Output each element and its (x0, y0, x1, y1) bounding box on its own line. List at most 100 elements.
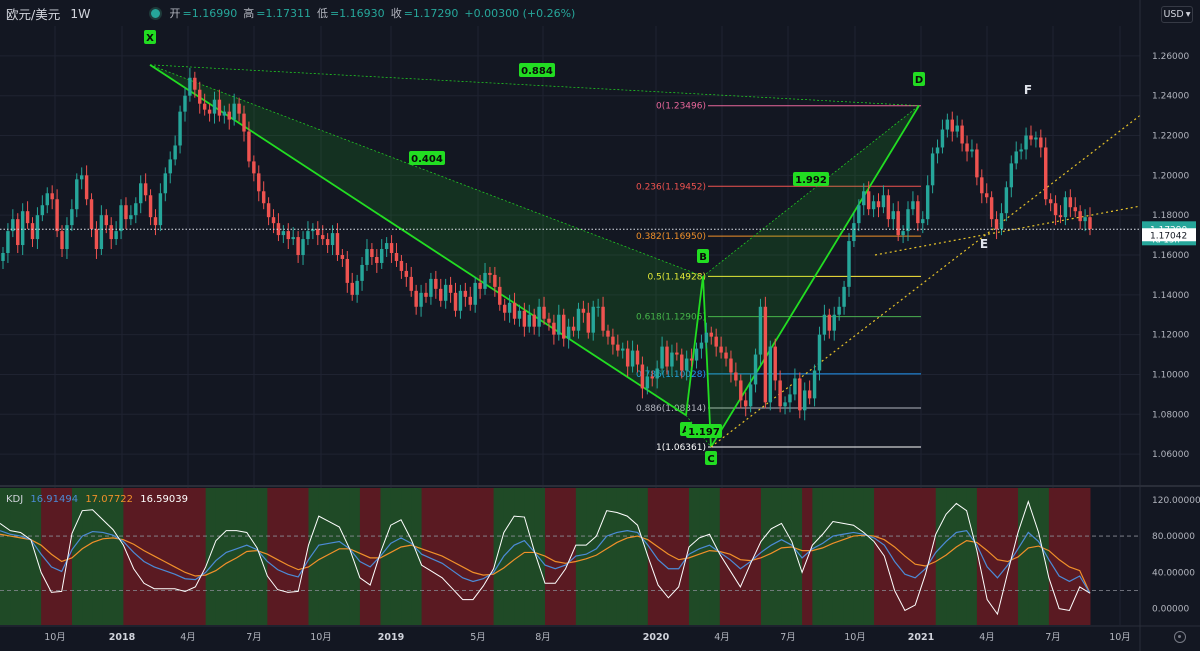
candle-body (616, 344, 620, 351)
candle (212, 91, 217, 124)
candle-body (1004, 187, 1009, 214)
candle-body (183, 95, 187, 112)
candle-body (138, 183, 143, 204)
candle (876, 193, 881, 218)
time-axis (0, 625, 1200, 651)
candle-body (114, 231, 118, 240)
candle (384, 237, 389, 257)
candle-body (148, 195, 153, 218)
candle (478, 274, 482, 299)
candle (1024, 127, 1028, 160)
candle (532, 308, 536, 335)
change-value: +0.00300 (+0.26%) (464, 6, 576, 20)
candle (11, 209, 15, 238)
candle-body (316, 229, 320, 236)
candle (325, 233, 330, 254)
symbol-name[interactable]: 欧元/美元 (6, 6, 61, 22)
time-tick-label: 10月 (844, 632, 866, 643)
candle-body (699, 342, 704, 349)
candle (419, 284, 423, 317)
kdj-band (339, 488, 351, 625)
candle (822, 304, 827, 341)
candle-body (714, 336, 718, 347)
candle (862, 183, 866, 216)
candle-body (360, 264, 364, 281)
price-tick-label: 1.10000 (1152, 370, 1189, 380)
candle-body (25, 211, 30, 224)
candle-body (75, 179, 79, 210)
candle (999, 203, 1004, 236)
candle-body (419, 292, 423, 307)
kdj-band (874, 488, 885, 625)
candle (689, 348, 694, 367)
candle-body (729, 358, 733, 373)
candle-body (266, 203, 271, 218)
candle (1078, 205, 1082, 230)
candle (557, 304, 561, 341)
candle-body (645, 376, 650, 389)
pattern-ratio-box (793, 172, 829, 186)
candle-body (906, 209, 910, 232)
candle-body (734, 372, 738, 381)
candle (365, 239, 369, 271)
candle-body (798, 378, 802, 411)
kdj-band (1079, 488, 1091, 625)
candle (468, 286, 472, 311)
candle (921, 211, 925, 234)
candle (134, 197, 138, 224)
candle-body (837, 306, 841, 315)
kdj-band (802, 488, 813, 625)
candle (75, 173, 79, 218)
kdj-band (1048, 488, 1060, 625)
kdj-d-line (0, 533, 1091, 594)
candle (99, 205, 104, 255)
candle (645, 366, 650, 395)
candle-body (803, 390, 807, 411)
candle-body (1024, 135, 1028, 150)
candle (571, 316, 576, 337)
pattern-point-label: C (707, 454, 714, 465)
candle-body (350, 282, 354, 295)
pattern-ratio-box (409, 151, 445, 165)
candle-body (330, 233, 335, 246)
candle (193, 71, 197, 98)
candle-body (783, 402, 787, 407)
candle-body (1058, 215, 1063, 218)
candle (901, 225, 905, 244)
candle (409, 266, 413, 297)
candle-body (980, 177, 984, 194)
candle (65, 217, 69, 259)
kdj-band (1018, 488, 1029, 625)
candle (606, 324, 610, 345)
kdj-band (483, 488, 495, 625)
kdj-band (699, 488, 711, 625)
candle (463, 282, 468, 307)
gear-icon[interactable] (1174, 631, 1186, 643)
currency-selector[interactable]: USD ▾ (1161, 6, 1193, 23)
kdj-band (329, 488, 340, 625)
candle-body (198, 89, 202, 104)
candle-body (134, 203, 138, 216)
kdj-legend: KDJ 16.91494 17.07722 16.59039 (6, 494, 188, 505)
kdj-band (226, 488, 238, 625)
candle (601, 296, 605, 337)
candle (871, 195, 876, 218)
candle (881, 185, 886, 214)
interval-label[interactable]: 1W (70, 5, 91, 21)
candle-body (1009, 163, 1014, 188)
candle (596, 298, 600, 317)
kdj-band (452, 488, 464, 625)
candle-body (940, 129, 945, 148)
candle (930, 147, 935, 194)
pattern-ratio-box (686, 424, 722, 438)
candle-body (119, 205, 123, 232)
candle-body (1019, 149, 1023, 152)
candle (143, 173, 148, 202)
candle-body (409, 276, 413, 291)
candle-body (561, 314, 566, 339)
candle (316, 221, 320, 246)
candle (778, 370, 782, 413)
candle-body (709, 332, 713, 337)
candle-body (129, 215, 133, 220)
